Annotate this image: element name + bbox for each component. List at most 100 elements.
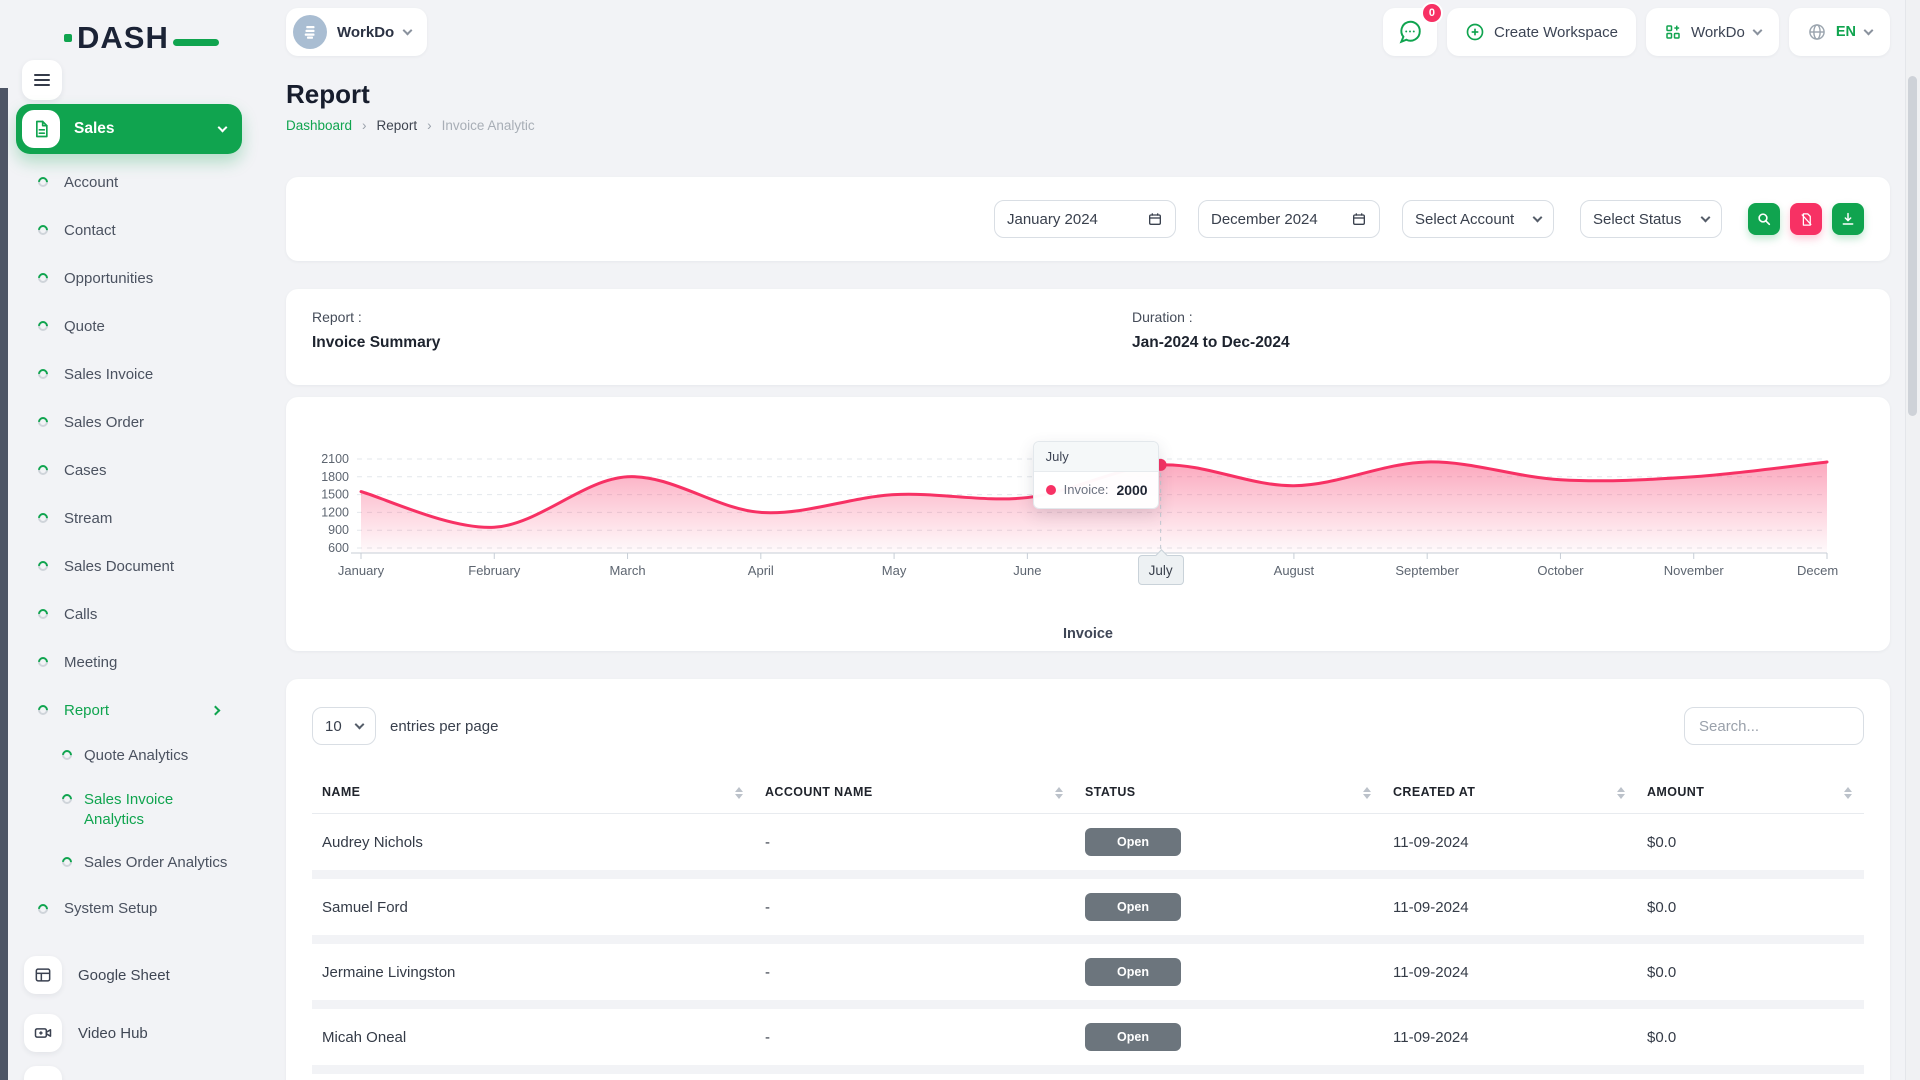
workspace-avatar (293, 15, 327, 49)
chart-legend-invoice[interactable]: Invoice (1063, 626, 1113, 642)
column-header-status[interactable]: STATUS (1075, 775, 1383, 814)
column-header-label: STATUS (1085, 785, 1136, 799)
sidebar-subitem-sales-order-analytics[interactable]: Sales Order Analytics (0, 841, 262, 885)
cell-account-name: - (755, 813, 1075, 879)
workspace-switcher[interactable]: WorkDo (286, 8, 428, 56)
sidebar-app-video-hub[interactable]: Video Hub (0, 1004, 262, 1062)
breadcrumb-item-report[interactable]: Report (376, 118, 418, 133)
logo-text: DASH (77, 20, 169, 55)
bullet-icon (35, 901, 51, 916)
sidebar-item-label: Sales Document (64, 557, 175, 575)
tooltip-value: 2000 (1116, 481, 1148, 498)
sidebar-app-partial (24, 1066, 62, 1080)
entries-per-page-select[interactable]: 10 (312, 707, 376, 745)
sidebar-item-report[interactable]: Report (0, 686, 262, 734)
tooltip-title: July (1033, 441, 1158, 472)
sidebar-item-account[interactable]: Account (0, 158, 262, 206)
sidebar-item-contact[interactable]: Contact (0, 206, 262, 254)
sidebar-item-opportunities[interactable]: Opportunities (0, 254, 262, 302)
sidebar-item-label: Meeting (64, 653, 118, 671)
bullet-icon (35, 414, 51, 430)
sidebar-subitem-label: Sales Order Analytics (84, 853, 228, 871)
sidebar-item-quote[interactable]: Quote (0, 302, 262, 350)
sidebar-item-meeting[interactable]: Meeting (0, 638, 262, 686)
chevron-down-icon (217, 122, 228, 133)
table-search-input[interactable] (1684, 707, 1864, 745)
column-header-created-at[interactable]: CREATED AT (1383, 775, 1637, 814)
end-date-input[interactable]: December 2024 (1198, 200, 1380, 238)
sidebar-subitem-quote-analytics[interactable]: Quote Analytics (0, 734, 262, 778)
workdo-menu-button[interactable]: WorkDo (1645, 8, 1779, 56)
sidebar-app-google-sheet[interactable]: Google Sheet (0, 946, 262, 1004)
chevron-down-icon (1863, 25, 1874, 36)
sidebar-item-sales-document[interactable]: Sales Document (0, 542, 262, 590)
cell-account-name: - (755, 1004, 1075, 1074)
sidebar-toggle-button[interactable] (22, 60, 62, 100)
sheet-icon (24, 956, 62, 994)
bullet-icon (35, 606, 51, 622)
column-header-name[interactable]: NAME (312, 775, 755, 814)
page-title: Report (286, 79, 370, 109)
bullet-icon (59, 747, 75, 763)
cell-amount: $0.0 (1637, 813, 1864, 879)
bullet-icon (35, 366, 51, 382)
sidebar-item-label: Account (64, 173, 119, 191)
sidebar-item-cases[interactable]: Cases (0, 446, 262, 494)
bullet-icon (35, 654, 51, 670)
breadcrumb-separator: › (362, 118, 367, 133)
create-workspace-label: Create Workspace (1493, 23, 1618, 41)
sidebar-item-label: Sales Invoice (64, 365, 154, 383)
bullet-icon (35, 222, 51, 238)
cell-amount: $0.0 (1637, 1004, 1864, 1074)
page-scrollbar-thumb[interactable] (1908, 76, 1917, 416)
sidebar-item-sales-invoice[interactable]: Sales Invoice (0, 350, 262, 398)
sidebar-item-system-setup[interactable]: System Setup (0, 885, 262, 933)
column-header-label: CREATED AT (1393, 785, 1476, 799)
sidebar-scrollbar-thumb[interactable] (0, 88, 8, 1080)
cell-amount: $0.0 (1637, 874, 1864, 944)
sidebar-menu-sales[interactable]: Sales (16, 104, 242, 154)
sidebar-item-calls[interactable]: Calls (0, 590, 262, 638)
chevron-right-icon (210, 705, 221, 715)
column-header-amount[interactable]: AMOUNT (1637, 775, 1864, 814)
sidebar-item-stream[interactable]: Stream (0, 494, 262, 542)
tooltip-series-marker (1045, 484, 1056, 495)
select-status-dropdown[interactable]: Select Status (1580, 200, 1722, 238)
x-axis-label: January (338, 563, 385, 578)
create-workspace-button[interactable]: Create Workspace (1446, 8, 1636, 56)
messages-count-badge: 0 (1420, 2, 1443, 24)
logo-dash-icon (172, 38, 219, 46)
sidebar-item-sales-order[interactable]: Sales Order (0, 398, 262, 446)
messages-button[interactable]: 0 (1382, 2, 1443, 56)
cell-account-name: - (755, 939, 1075, 1009)
x-axis-label: March (609, 563, 645, 578)
language-selector[interactable]: EN (1788, 8, 1890, 56)
sidebar-app-label: Video Hub (78, 1024, 148, 1042)
column-header-account-name[interactable]: ACCOUNT NAME (755, 775, 1075, 814)
reset-filter-button[interactable] (1790, 203, 1822, 235)
start-date-value: January 2024 (1007, 210, 1098, 228)
breadcrumb-item-dashboard[interactable]: Dashboard (286, 118, 353, 133)
apply-filter-button[interactable] (1748, 203, 1780, 235)
entries-per-page-value: 10 (325, 717, 342, 735)
chat-bubble-icon (1399, 20, 1421, 44)
cell-status: Open (1075, 939, 1383, 1009)
chevron-down-icon (1700, 212, 1711, 223)
sidebar-subitem-sales-invoice-analytics[interactable]: Sales Invoice Analytics (0, 778, 262, 841)
y-axis-label: 1200 (321, 505, 349, 519)
grid-plus-icon (1666, 25, 1680, 39)
column-header-label: NAME (322, 785, 361, 799)
start-date-input[interactable]: January 2024 (994, 200, 1176, 238)
breadcrumb-item-invoice-analytic: Invoice Analytic (441, 118, 535, 133)
select-account-dropdown[interactable]: Select Account (1402, 200, 1554, 238)
sidebar-apps: Google Sheet Video Hub (0, 946, 262, 1080)
x-axis-label: November (1664, 563, 1725, 578)
status-badge: Open (1085, 958, 1181, 986)
y-axis-label: 1500 (321, 488, 349, 502)
cell-created-at: 11-09-2024 (1383, 813, 1637, 879)
y-axis-label: 900 (328, 523, 349, 537)
duration-label: Duration : (1132, 309, 1193, 325)
sidebar-subitem-label: Sales Invoice Analytics (84, 791, 174, 829)
download-report-button[interactable] (1832, 203, 1864, 235)
bullet-icon (59, 854, 75, 869)
